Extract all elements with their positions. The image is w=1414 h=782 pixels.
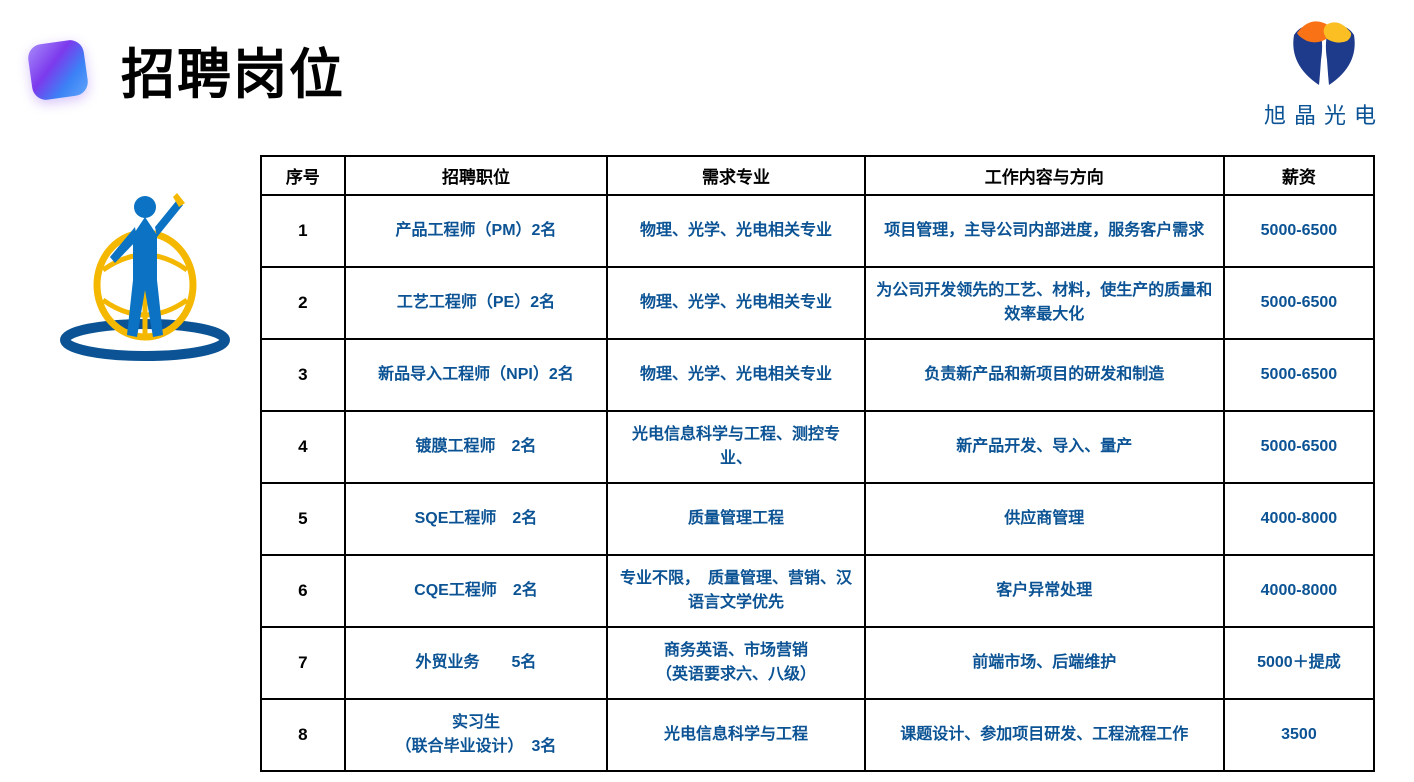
- cell-position: 产品工程师（PM）2名: [345, 195, 608, 267]
- cell-major: 物理、光学、光电相关专业: [607, 195, 864, 267]
- cell-major: 光电信息科学与工程、测控专业、: [607, 411, 864, 483]
- col-header-position: 招聘职位: [345, 156, 608, 195]
- company-logo: 旭晶光电: [1264, 15, 1384, 130]
- cell-index: 4: [261, 411, 345, 483]
- cell-salary: 4000-8000: [1224, 555, 1374, 627]
- cell-position: SQE工程师 2名: [345, 483, 608, 555]
- table-row: 8实习生（联合毕业设计） 3名光电信息科学与工程课题设计、参加项目研发、工程流程…: [261, 699, 1374, 771]
- cell-salary: 3500: [1224, 699, 1374, 771]
- cell-position: 镀膜工程师 2名: [345, 411, 608, 483]
- cell-position: 工艺工程师（PE）2名: [345, 267, 608, 339]
- cell-index: 1: [261, 195, 345, 267]
- cell-desc: 新产品开发、导入、量产: [865, 411, 1224, 483]
- cell-salary: 5000-6500: [1224, 267, 1374, 339]
- col-header-desc: 工作内容与方向: [865, 156, 1224, 195]
- company-logo-icon: [1279, 15, 1369, 90]
- table-header-row: 序号 招聘职位 需求专业 工作内容与方向 薪资: [261, 156, 1374, 195]
- cell-salary: 5000-6500: [1224, 195, 1374, 267]
- table-row: 6CQE工程师 2名专业不限， 质量管理、营销、汉语言文学优先客户异常处理400…: [261, 555, 1374, 627]
- table-row: 7外贸业务 5名商务英语、市场营销（英语要求六、八级）前端市场、后端维护5000…: [261, 627, 1374, 699]
- header-decorative-icon: [26, 38, 89, 101]
- page-title: 招聘岗位: [121, 30, 345, 109]
- col-header-index: 序号: [261, 156, 345, 195]
- table-row: 5SQE工程师 2名质量管理工程供应商管理4000-8000: [261, 483, 1374, 555]
- recruitment-table: 序号 招聘职位 需求专业 工作内容与方向 薪资 1产品工程师（PM）2名物理、光…: [260, 155, 1375, 772]
- cell-major: 质量管理工程: [607, 483, 864, 555]
- company-name: 旭晶光电: [1264, 98, 1384, 130]
- cell-desc: 课题设计、参加项目研发、工程流程工作: [865, 699, 1224, 771]
- cell-index: 7: [261, 627, 345, 699]
- table-row: 3新品导入工程师（NPI）2名物理、光学、光电相关专业负责新产品和新项目的研发和…: [261, 339, 1374, 411]
- cell-position: 外贸业务 5名: [345, 627, 608, 699]
- cell-desc: 项目管理，主导公司内部进度，服务客户需求: [865, 195, 1224, 267]
- cell-salary: 4000-8000: [1224, 483, 1374, 555]
- cell-index: 8: [261, 699, 345, 771]
- cell-desc: 负责新产品和新项目的研发和制造: [865, 339, 1224, 411]
- cell-salary: 5000-6500: [1224, 339, 1374, 411]
- cell-major: 商务英语、市场营销（英语要求六、八级）: [607, 627, 864, 699]
- table-row: 1产品工程师（PM）2名物理、光学、光电相关专业项目管理，主导公司内部进度，服务…: [261, 195, 1374, 267]
- cell-position: CQE工程师 2名: [345, 555, 608, 627]
- cell-desc: 客户异常处理: [865, 555, 1224, 627]
- cell-major: 物理、光学、光电相关专业: [607, 267, 864, 339]
- cell-index: 3: [261, 339, 345, 411]
- col-header-major: 需求专业: [607, 156, 864, 195]
- col-header-salary: 薪资: [1224, 156, 1374, 195]
- cell-desc: 供应商管理: [865, 483, 1224, 555]
- cell-major: 物理、光学、光电相关专业: [607, 339, 864, 411]
- cell-index: 5: [261, 483, 345, 555]
- cell-salary: 5000＋提成: [1224, 627, 1374, 699]
- table-row: 4镀膜工程师 2名光电信息科学与工程、测控专业、新产品开发、导入、量产5000-…: [261, 411, 1374, 483]
- cell-major: 光电信息科学与工程: [607, 699, 864, 771]
- cell-desc: 为公司开发领先的工艺、材料，使生产的质量和效率最大化: [865, 267, 1224, 339]
- cell-salary: 5000-6500: [1224, 411, 1374, 483]
- cell-position: 实习生（联合毕业设计） 3名: [345, 699, 608, 771]
- cell-index: 6: [261, 555, 345, 627]
- cell-position: 新品导入工程师（NPI）2名: [345, 339, 608, 411]
- cell-major: 专业不限， 质量管理、营销、汉语言文学优先: [607, 555, 864, 627]
- cell-index: 2: [261, 267, 345, 339]
- table-row: 2工艺工程师（PE）2名物理、光学、光电相关专业为公司开发领先的工艺、材料，使生…: [261, 267, 1374, 339]
- side-illustration: [55, 185, 235, 365]
- cell-desc: 前端市场、后端维护: [865, 627, 1224, 699]
